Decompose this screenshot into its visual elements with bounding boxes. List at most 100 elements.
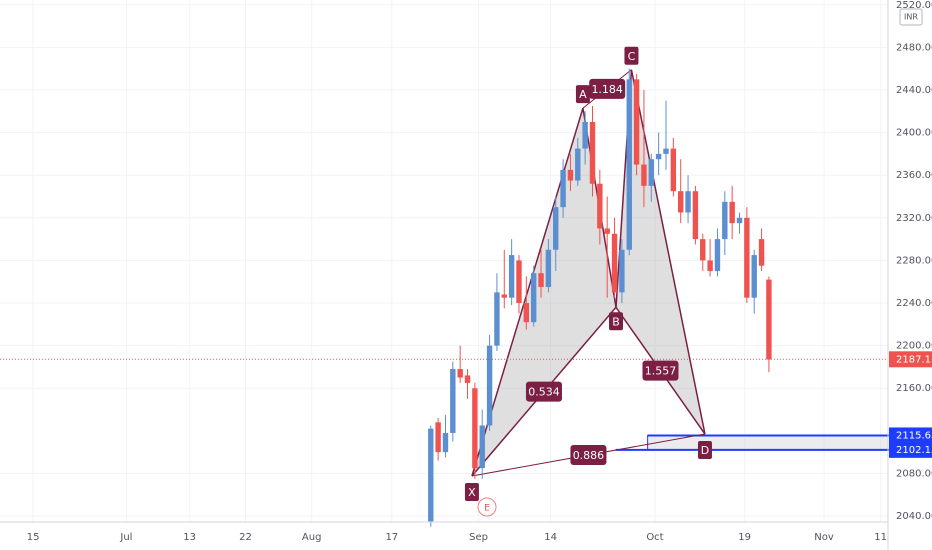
pattern-point-label: D: [701, 444, 709, 457]
ratio-tag: [525, 381, 562, 402]
candle-body: [619, 249, 625, 293]
candle-body: [655, 153, 662, 160]
candle-body: [714, 239, 721, 272]
event-label[interactable]: E: [484, 504, 490, 514]
candle-body: [611, 233, 618, 293]
y-tick-label: 2240.00: [896, 298, 932, 309]
candle-body: [545, 249, 552, 288]
y-tick-label: 2160.00: [896, 383, 932, 394]
zone-price-label: 2102.15: [896, 445, 932, 456]
candle-body: [450, 369, 456, 433]
candle-body: [530, 273, 537, 323]
pattern-point-tag: [609, 312, 624, 331]
pattern-point-label: A: [579, 88, 587, 101]
x-tick-label: 22: [239, 532, 252, 543]
ratio-tag: [570, 445, 607, 466]
x-tick-label: Nov: [814, 532, 834, 543]
candle-body: [479, 425, 485, 469]
candle-body: [501, 294, 507, 298]
candle-body: [435, 422, 441, 453]
candle-body: [494, 292, 500, 346]
currency-label: INR: [904, 13, 918, 22]
x-tick-label: Sep: [469, 532, 488, 543]
candle-body: [589, 121, 596, 184]
currency-box: [899, 8, 923, 26]
y-tick-label: 2360.00: [896, 170, 932, 181]
candle-body: [508, 255, 515, 298]
candle-body: [464, 375, 471, 383]
candle-body: [553, 207, 559, 250]
candle-body: [729, 201, 735, 224]
candle-body: [472, 388, 478, 469]
candle-body: [722, 201, 728, 240]
candle-body: [523, 303, 530, 323]
ratio-label: 1.557: [645, 365, 677, 378]
candle-body: [736, 217, 743, 224]
y-tick-label: 2080.00: [896, 468, 932, 479]
candle-body: [648, 159, 654, 186]
x-tick-label: Aug: [302, 532, 322, 543]
x-tick-label: 17: [385, 532, 398, 543]
candle-body: [663, 148, 669, 154]
ratio-label: 1.184: [591, 83, 623, 96]
pattern-point-tag: [697, 441, 712, 460]
event-marker: [477, 497, 497, 517]
zone-price-tag: [889, 427, 932, 444]
candle-body: [575, 148, 581, 181]
candle-body: [670, 148, 677, 192]
ratio-label: 0.886: [573, 449, 605, 462]
candle-body: [633, 79, 640, 165]
candle-body: [560, 169, 566, 208]
candle-body: [758, 239, 765, 266]
x-tick-label: 14: [544, 532, 557, 543]
candle-body: [707, 260, 713, 272]
y-tick-label: 2520.00: [896, 0, 932, 11]
y-tick-label: 2280.00: [896, 255, 932, 266]
candle-body: [626, 79, 632, 250]
y-tick-label: 2440.00: [896, 85, 932, 96]
candle-body: [582, 121, 588, 149]
candle-body: [604, 228, 610, 234]
candle-body: [486, 345, 493, 426]
candle-body: [700, 239, 706, 261]
candle-body: [538, 273, 544, 288]
candle-body: [428, 428, 434, 522]
y-tick-label: 2480.00: [896, 42, 932, 53]
pattern-point-label: B: [612, 315, 620, 328]
x-tick-label: Oct: [646, 532, 663, 543]
last-price-label: 2187.15: [896, 354, 932, 365]
ratio-tag: [642, 360, 679, 381]
ratio-tag: [589, 78, 626, 99]
candle-body: [744, 217, 750, 298]
candle-body: [597, 183, 603, 229]
y-tick-label: 2040.00: [896, 511, 932, 522]
pattern-point-tag: [464, 482, 479, 501]
pattern-point-label: C: [628, 50, 636, 63]
x-tick-label: 15: [27, 532, 40, 543]
y-tick-label: 2320.00: [896, 213, 932, 224]
candle-body: [766, 279, 772, 360]
candle-body: [678, 191, 684, 213]
pattern-point-tag: [575, 85, 590, 104]
x-tick-label: 19: [738, 532, 751, 543]
candle-body: [516, 260, 522, 304]
x-tick-label: Jul: [119, 532, 132, 543]
candle-body: [751, 255, 757, 298]
ratio-label: 0.534: [528, 386, 560, 399]
pattern-point-label: X: [468, 486, 476, 499]
pattern-point-tag: [624, 46, 639, 65]
y-tick-label: 2200.00: [896, 341, 932, 352]
x-tick-label: 13: [183, 532, 196, 543]
candle-body: [641, 164, 647, 186]
last-price-tag: [889, 351, 932, 368]
candle-body: [685, 191, 691, 213]
zone-price-tag: [889, 441, 932, 458]
y-tick-label: 2400.00: [896, 128, 932, 139]
zone-price-label: 2115.65: [896, 430, 932, 441]
x-tick-label: 11: [874, 532, 887, 543]
candle-body: [442, 432, 449, 453]
candle-body: [692, 191, 699, 240]
candle-body: [457, 369, 463, 378]
